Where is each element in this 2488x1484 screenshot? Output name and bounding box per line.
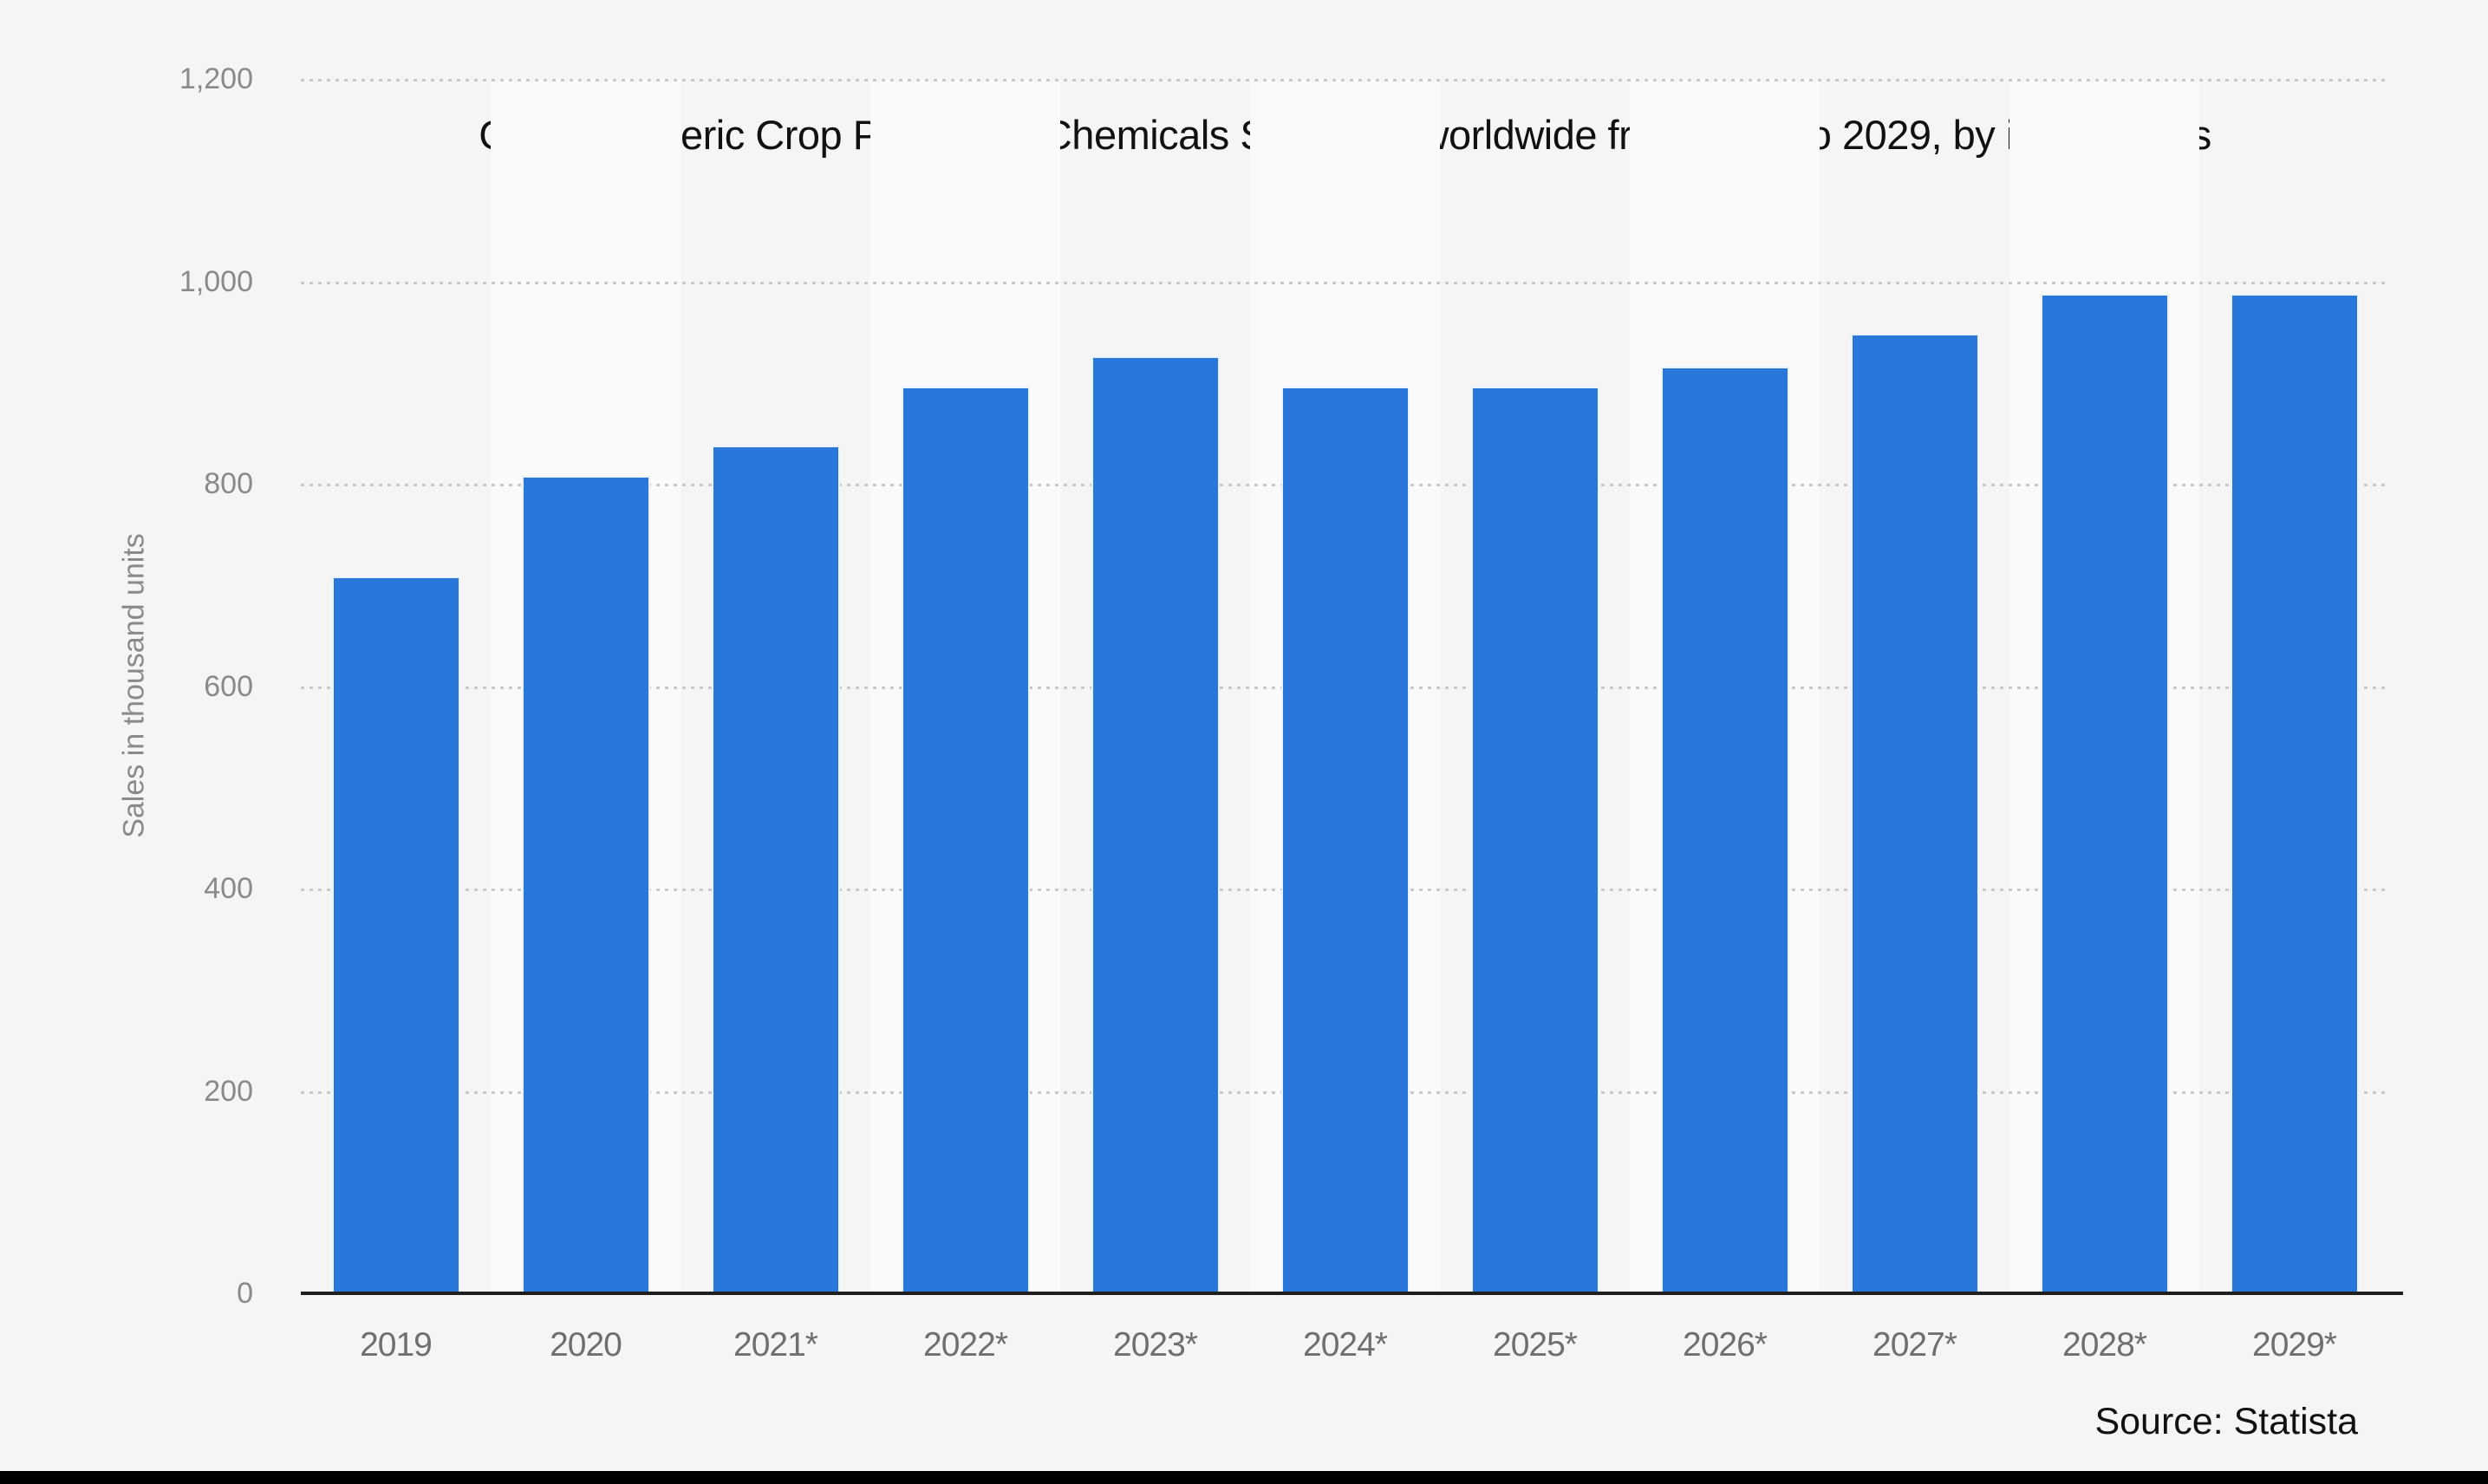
y-gridline [301,79,2389,81]
y-tick-label: 1,200 [179,62,253,95]
x-label-2029: 2029* [2252,1326,2337,1364]
bar-2022[interactable] [902,387,1030,1293]
bar-2024[interactable] [1281,387,1410,1293]
x-label-2023: 2023* [1113,1326,1198,1364]
y-tick-label: 400 [204,872,253,905]
bar-2028[interactable] [2041,294,2169,1293]
bar-2023[interactable] [1091,356,1220,1293]
x-label-2025: 2025* [1493,1326,1578,1364]
x-label-2026: 2026* [1683,1326,1768,1364]
x-label-2028: 2028* [2062,1326,2147,1364]
x-label-2021: 2021* [733,1326,818,1364]
plot-area [301,79,2389,1293]
y-tick-label: 800 [204,467,253,500]
x-label-2024: 2024* [1303,1326,1388,1364]
bar-2021[interactable] [712,446,840,1293]
source-note: Source: Statista [2094,1401,2358,1442]
y-tick-label: 600 [204,670,253,703]
bar-2025[interactable] [1471,387,1599,1293]
footer-black-bar [0,1471,2488,1484]
bar-2027[interactable] [1851,334,1979,1293]
y-tick-label: 1,000 [179,265,253,298]
x-axis-line [301,1292,2403,1295]
bar-2029[interactable] [2231,294,2359,1293]
bar-2019[interactable] [332,576,460,1293]
bar-2020[interactable] [522,476,650,1293]
x-label-2027: 2027* [1873,1326,1957,1364]
bar-2026[interactable] [1661,367,1789,1293]
x-label-2022: 2022* [923,1326,1008,1364]
y-gridline [301,282,2389,284]
y-tick-label: 200 [204,1075,253,1108]
x-label-2019: 2019 [360,1326,433,1364]
y-tick-label: 0 [237,1277,253,1310]
x-label-2020: 2020 [550,1326,622,1364]
